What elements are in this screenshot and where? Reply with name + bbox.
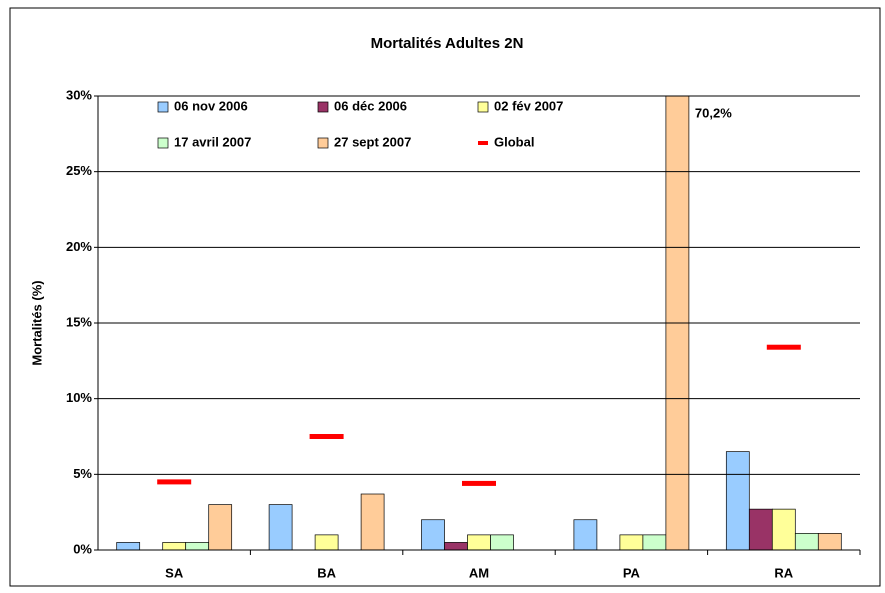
y-tick-label: 15%: [66, 314, 92, 329]
y-tick-label: 25%: [66, 163, 92, 178]
bar: [208, 504, 233, 551]
y-tick-label: 0%: [73, 541, 92, 556]
value-label: 70,2%: [695, 105, 732, 120]
legend-swatch: [478, 141, 488, 145]
legend-label: 27 sept 2007: [334, 134, 411, 149]
bar: [619, 534, 644, 551]
legend-label: 06 nov 2006: [174, 98, 248, 113]
x-tick-label: SA: [165, 565, 184, 580]
y-tick-label: 5%: [73, 466, 92, 481]
bar: [162, 542, 187, 551]
global-marker: [462, 480, 496, 486]
legend-label: 02 fév 2007: [494, 98, 563, 113]
chart-title: Mortalités Adultes 2N: [371, 35, 524, 52]
y-axis-title: Mortalités (%): [29, 280, 44, 365]
legend-label: Global: [494, 134, 534, 149]
x-tick-label: BA: [317, 565, 336, 580]
bar: [725, 451, 750, 551]
y-tick-label: 10%: [66, 390, 92, 405]
legend-label: 06 déc 2006: [334, 98, 407, 113]
bar: [185, 542, 210, 551]
x-tick-label: AM: [469, 565, 489, 580]
legend-swatch: [157, 137, 169, 149]
legend-swatch: [317, 137, 329, 149]
bar: [116, 542, 141, 551]
global-marker: [309, 434, 344, 439]
global-marker: [157, 479, 192, 485]
legend-label: 17 avril 2007: [174, 134, 251, 149]
bar: [771, 508, 796, 551]
bar: [817, 533, 842, 551]
x-tick-label: RA: [774, 565, 793, 580]
y-tick-label: 30%: [66, 87, 92, 102]
legend-swatch: [477, 101, 489, 113]
bar: [421, 519, 445, 551]
global-marker: [766, 344, 801, 350]
x-tick-label: PA: [623, 565, 641, 580]
bar: [573, 519, 598, 551]
bar: [467, 534, 491, 551]
bar: [268, 504, 293, 551]
bar: [748, 508, 773, 551]
bar: [490, 534, 514, 551]
bar: [642, 534, 667, 551]
legend-swatch: [317, 101, 329, 113]
legend-swatch: [157, 101, 169, 113]
bar: [360, 493, 385, 551]
bar: [794, 533, 819, 551]
y-tick-label: 20%: [66, 239, 92, 254]
bar: [314, 534, 339, 551]
bar: [444, 542, 468, 551]
